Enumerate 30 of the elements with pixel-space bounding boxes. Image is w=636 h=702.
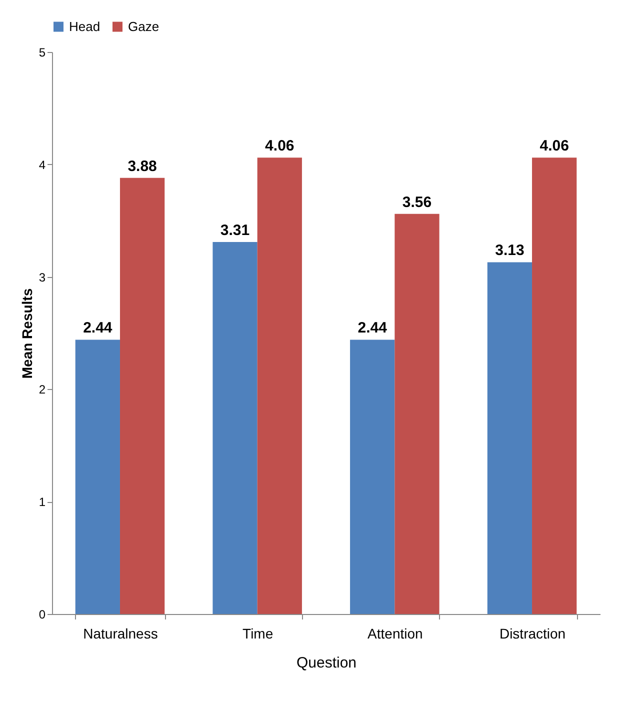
x-tick-label: Naturalness [83, 626, 158, 642]
bar [532, 158, 577, 614]
x-axis-title: Question [296, 654, 357, 672]
y-tick-label: 0 [38, 608, 46, 622]
bar [350, 340, 395, 614]
y-tick-label: 2 [38, 382, 46, 397]
x-tick-label: Time [242, 626, 274, 642]
y-tick-label: 1 [38, 495, 46, 510]
legend-label: Gaze [128, 18, 160, 34]
data-label: 3.56 [402, 194, 432, 211]
bar [394, 214, 440, 614]
y-tick-label: 5 [38, 46, 46, 60]
y-tick-label: 3 [38, 270, 46, 284]
data-label: 3.88 [128, 158, 157, 175]
legend-label: Head [69, 18, 100, 34]
data-label: 3.31 [220, 222, 250, 239]
x-tick-label: Attention [368, 626, 423, 642]
y-tick-label: 4 [38, 158, 46, 172]
data-label: 2.44 [358, 320, 388, 337]
bar [487, 262, 532, 614]
data-label: 3.13 [495, 242, 524, 260]
data-label: 2.44 [83, 320, 113, 337]
y-axis-title: Mean Results [18, 288, 35, 379]
data-label: 4.06 [265, 138, 294, 155]
data-label: 4.06 [540, 138, 569, 155]
bar [75, 340, 120, 614]
bar [120, 178, 165, 614]
bar [212, 242, 258, 614]
bar [257, 158, 302, 614]
x-tick-label: Distraction [499, 626, 566, 642]
